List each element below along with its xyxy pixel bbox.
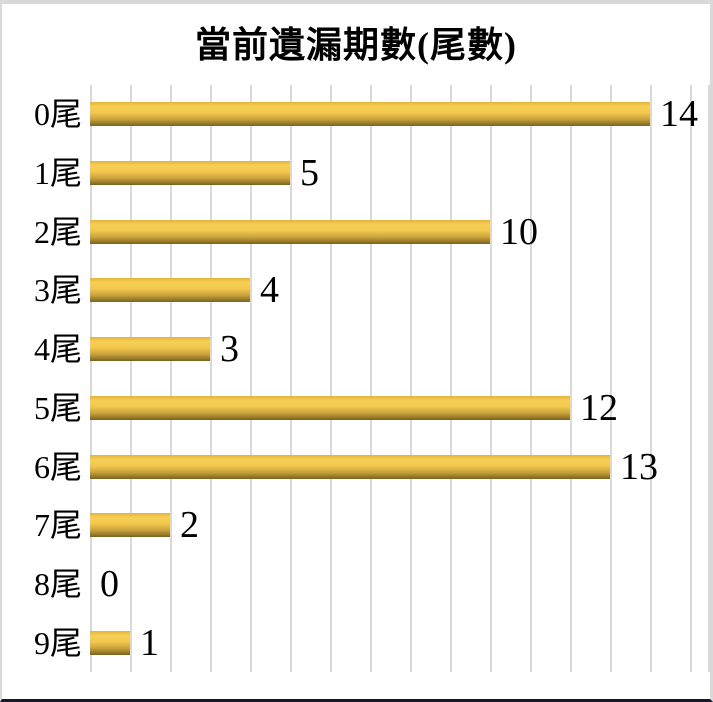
category-label: 4尾 bbox=[33, 331, 82, 368]
chart-row: 7尾 2 bbox=[2, 496, 710, 555]
value-label: 12 bbox=[580, 386, 618, 429]
chart-row: 5尾 12 bbox=[2, 379, 710, 438]
value-label: 10 bbox=[500, 210, 538, 253]
chart-row: 3尾 4 bbox=[2, 261, 710, 320]
value-label: 2 bbox=[180, 504, 199, 547]
chart-row: 0尾 14 bbox=[2, 85, 710, 144]
bar bbox=[90, 278, 250, 303]
bar bbox=[90, 395, 570, 420]
bar bbox=[90, 161, 290, 186]
category-label: 1尾 bbox=[33, 155, 82, 192]
bar bbox=[90, 454, 610, 479]
chart-row: 6尾 13 bbox=[2, 437, 710, 496]
plot-area: 0尾 14 1尾 5 2尾 10 3尾 4 4尾 3 5尾 12 6尾 13 7尾 2 8尾 0 9尾 1 bbox=[2, 85, 710, 672]
category-label: 7尾 bbox=[33, 507, 82, 544]
value-label: 14 bbox=[660, 93, 698, 136]
category-label: 6尾 bbox=[33, 448, 82, 485]
value-label: 1 bbox=[140, 621, 159, 664]
bar bbox=[90, 513, 170, 538]
chart-title: 當前遺漏期數(尾數) bbox=[195, 25, 517, 65]
value-label: 4 bbox=[260, 269, 279, 312]
bar bbox=[90, 102, 650, 127]
chart-row: 8尾 0 bbox=[2, 555, 710, 614]
chart-row: 2尾 10 bbox=[2, 202, 710, 261]
chart-rows: 0尾 14 1尾 5 2尾 10 3尾 4 4尾 3 5尾 12 6尾 13 7尾 2 8尾 0 9尾 1 bbox=[2, 85, 710, 672]
chart-row: 1尾 5 bbox=[2, 144, 710, 203]
category-label: 3尾 bbox=[33, 272, 82, 309]
value-label: 13 bbox=[620, 445, 658, 488]
category-label: 0尾 bbox=[33, 96, 82, 133]
value-label: 3 bbox=[220, 328, 239, 371]
bar bbox=[90, 219, 490, 244]
value-label: 0 bbox=[100, 562, 119, 605]
value-label: 5 bbox=[300, 152, 319, 195]
category-label: 9尾 bbox=[33, 624, 82, 661]
bar bbox=[90, 630, 130, 655]
category-label: 8尾 bbox=[33, 565, 82, 602]
category-label: 2尾 bbox=[33, 213, 82, 250]
category-label: 5尾 bbox=[33, 389, 82, 426]
bar bbox=[90, 337, 210, 362]
chart-row: 4尾 3 bbox=[2, 320, 710, 379]
chart-row: 9尾 1 bbox=[2, 613, 710, 672]
